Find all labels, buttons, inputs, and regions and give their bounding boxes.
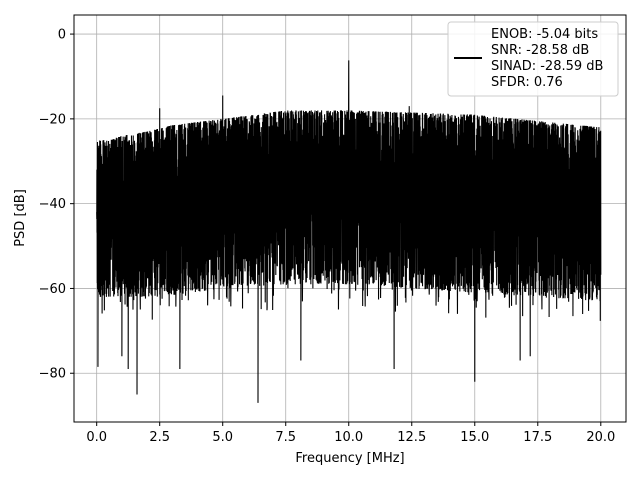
y-axis-label: PSD [dB] xyxy=(13,189,28,247)
psd-series xyxy=(96,60,602,403)
legend-sfdr: SFDR: 0.76 xyxy=(491,75,563,90)
legend-snr: SNR: -28.58 dB xyxy=(491,43,589,58)
x-tick-label: 17.5 xyxy=(523,430,552,445)
legend-sinad: SINAD: -28.59 dB xyxy=(491,59,603,74)
x-tick-label: 0.0 xyxy=(86,430,107,445)
legend: ENOB: -5.04 bits SNR: -28.58 dB SINAD: -… xyxy=(447,21,619,97)
y-tick-label: 0 xyxy=(58,28,66,43)
x-tick-label: 12.5 xyxy=(397,430,426,445)
plot-area xyxy=(73,14,627,423)
x-tick-label: 5.0 xyxy=(212,430,233,445)
legend-enob: ENOB: -5.04 bits xyxy=(491,27,598,42)
y-tick-label: −80 xyxy=(39,367,66,382)
x-tick-label: 10.0 xyxy=(334,430,363,445)
x-tick-label: 20.0 xyxy=(586,430,615,445)
x-axis: 0.0 2.5 5.0 7.5 10.0 12.5 15.0 17.5 20.0 xyxy=(86,422,615,445)
psd-line xyxy=(96,60,602,403)
y-tick-label: −40 xyxy=(39,197,66,212)
y-tick-label: −60 xyxy=(39,282,66,297)
y-axis: 0 −20 −40 −60 −80 xyxy=(39,28,74,382)
x-tick-label: 7.5 xyxy=(275,430,296,445)
x-axis-label: Frequency [MHz] xyxy=(295,451,404,466)
y-tick-label: −20 xyxy=(39,112,66,127)
x-tick-label: 15.0 xyxy=(460,430,489,445)
x-tick-label: 2.5 xyxy=(149,430,170,445)
legend-box xyxy=(447,21,619,97)
